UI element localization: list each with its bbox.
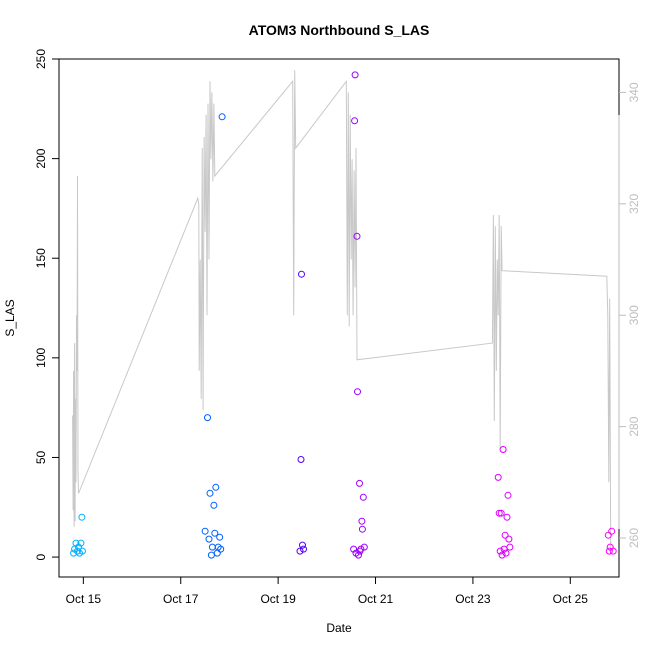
data-point (356, 479, 363, 487)
data-point (502, 549, 510, 557)
data-point (360, 543, 368, 551)
secondary-line (72, 70, 612, 550)
data-point (358, 525, 366, 533)
data-point (201, 527, 209, 535)
data-point (218, 113, 226, 121)
data-point (499, 446, 507, 453)
data-point (609, 547, 617, 555)
data-point (359, 493, 367, 501)
data-point (506, 543, 514, 551)
right-tick-label: 320 (627, 193, 641, 213)
data-point (204, 414, 211, 422)
y-tick-label: 200 (34, 148, 48, 168)
data-point (297, 456, 305, 463)
data-point (501, 531, 509, 539)
data-point (213, 549, 221, 557)
data-point (216, 533, 224, 541)
x-tick-label: Oct 23 (455, 592, 491, 606)
data-point (357, 545, 365, 553)
right-tick-label: 340 (627, 82, 641, 102)
data-point (212, 483, 220, 491)
data-point (358, 517, 366, 525)
data-point (78, 547, 86, 555)
data-point (608, 527, 616, 535)
data-point (210, 501, 218, 509)
plot-area (58, 58, 620, 578)
data-point (211, 529, 219, 537)
data-point (494, 473, 502, 481)
x-tick-label: Oct 19 (260, 592, 296, 606)
data-point (351, 71, 359, 79)
x-tick-label: Oct 15 (66, 592, 102, 606)
data-point (207, 551, 215, 559)
data-point (351, 117, 359, 125)
data-point (354, 388, 361, 396)
data-point (299, 541, 306, 549)
y-tick-label: 150 (34, 248, 48, 268)
chart-title: ATOM3 Northbound S_LAS (249, 22, 430, 38)
y-axis-label: S_LAS (3, 299, 17, 336)
data-point (208, 543, 216, 551)
data-point (604, 531, 612, 539)
data-point (206, 489, 214, 497)
y-tick-label: 50 (34, 451, 48, 465)
y-tick-label: 250 (34, 49, 48, 69)
data-point (504, 491, 512, 499)
x-axis: Oct 15 Oct 17 Oct 19 Oct 21 Oct 23 Oct 25 (66, 577, 589, 606)
data-point (353, 232, 361, 240)
data-point (498, 551, 506, 559)
right-tick-label: 260 (627, 528, 641, 548)
data-point (77, 539, 85, 547)
data-point (605, 547, 613, 555)
data-point (497, 509, 505, 517)
x-tick-label: Oct 25 (553, 592, 589, 606)
data-point (505, 535, 513, 543)
data-point (298, 270, 305, 278)
right-axis: 260 280 300 320 340 (619, 82, 641, 548)
right-tick-label: 300 (627, 305, 641, 325)
y-tick-label: 0 (34, 553, 48, 560)
right-tick-label: 280 (627, 416, 641, 436)
data-point (78, 513, 86, 521)
data-point (217, 545, 225, 553)
data-point (205, 535, 213, 543)
data-point (503, 513, 511, 521)
point-series (70, 71, 617, 559)
x-tick-label: Oct 21 (358, 592, 394, 606)
secondary-series (72, 70, 612, 550)
x-axis-label: Date (326, 621, 352, 635)
x-tick-label: Oct 17 (163, 592, 199, 606)
data-point (74, 547, 81, 555)
data-point (300, 545, 307, 553)
data-point (296, 547, 304, 555)
data-point (495, 509, 503, 517)
y-tick-label: 100 (34, 347, 48, 367)
y-axis: 0 50 100 150 200 250 (34, 49, 59, 560)
data-point (355, 551, 362, 559)
